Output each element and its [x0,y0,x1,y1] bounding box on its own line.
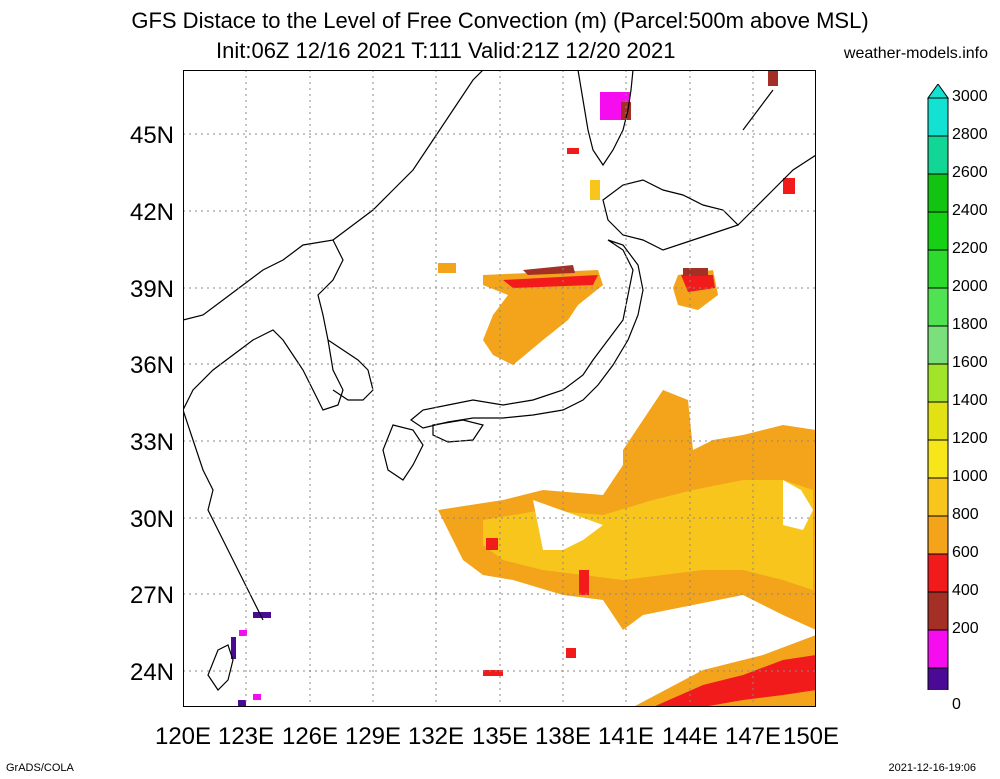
lat-label-30n: 30N [129,506,174,533]
lat-label-33n: 33N [129,429,174,456]
lat-label-42n: 42N [129,199,174,226]
colorbar-segment [927,287,949,327]
colorbar-segment [927,667,949,690]
colorbar-segment [927,249,949,289]
lat-label-45n: 45N [129,122,174,149]
coastlines [183,70,816,691]
colorbar-label: 800 [952,506,979,523]
colorbar-label: 600 [952,544,979,561]
lat-label-36n: 36N [129,352,174,379]
colorbar-label: 0 [952,696,961,713]
colorbar-label: 3000 [952,88,988,105]
lat-label-27n: 27N [129,582,174,609]
colorbar-label: 200 [952,620,979,637]
colorbar-label: 2800 [952,126,988,143]
colorbar-label: 1800 [952,316,988,333]
lon-label-147e: 147E [724,723,782,750]
colorbar-label: 2000 [952,278,988,295]
site-credit: weather-models.info [843,45,988,62]
colorbar-segment [927,515,949,555]
chart-subtitle: Init:06Z 12/16 2021 T:111 Valid:21Z 12/2… [216,38,676,63]
lon-label-126e: 126E [281,723,339,750]
colorbar-segment [927,553,949,593]
colorbar-label: 1400 [952,392,988,409]
colorbar-top-arrow [927,84,949,99]
colorbar-segment [927,325,949,365]
lon-label-120e: 120E [154,723,212,750]
colorbar-label: 400 [952,582,979,599]
colorbar [927,84,949,690]
colorbar-segment [927,135,949,175]
lon-label-132e: 132E [407,723,465,750]
lon-label-141e: 141E [597,723,655,750]
colorbar-label: 2200 [952,240,988,257]
colorbar-segment [927,363,949,403]
chart-title: GFS Distace to the Level of Free Convect… [131,8,869,33]
colorbar-segment [927,173,949,213]
colorbar-label: 1600 [952,354,988,371]
colorbar-segment [927,211,949,251]
lon-label-123e: 123E [217,723,275,750]
colorbar-label: 2400 [952,202,988,219]
colorbar-label: 2600 [952,164,988,181]
colorbar-label: 1000 [952,468,988,485]
colorbar-segment [927,477,949,517]
lon-label-150e: 150E [782,723,840,750]
lon-label-144e: 144E [661,723,719,750]
colorbar-segment [927,97,949,137]
colorbar-label: 1200 [952,430,988,447]
colorbar-segment [927,591,949,631]
lat-label-24n: 24N [129,659,174,686]
lon-label-138e: 138E [534,723,592,750]
map-panel [183,70,816,707]
gridlines [183,70,816,707]
footer-right: 2021-12-16-19:06 [888,762,976,774]
lon-label-129e: 129E [344,723,402,750]
footer-left: GrADS/COLA [6,762,74,774]
map-svg [183,70,816,707]
lat-label-39n: 39N [129,276,174,303]
colorbar-segment [927,401,949,441]
colorbar-segment [927,439,949,479]
colorbar-segment [927,629,949,669]
lon-label-135e: 135E [471,723,529,750]
